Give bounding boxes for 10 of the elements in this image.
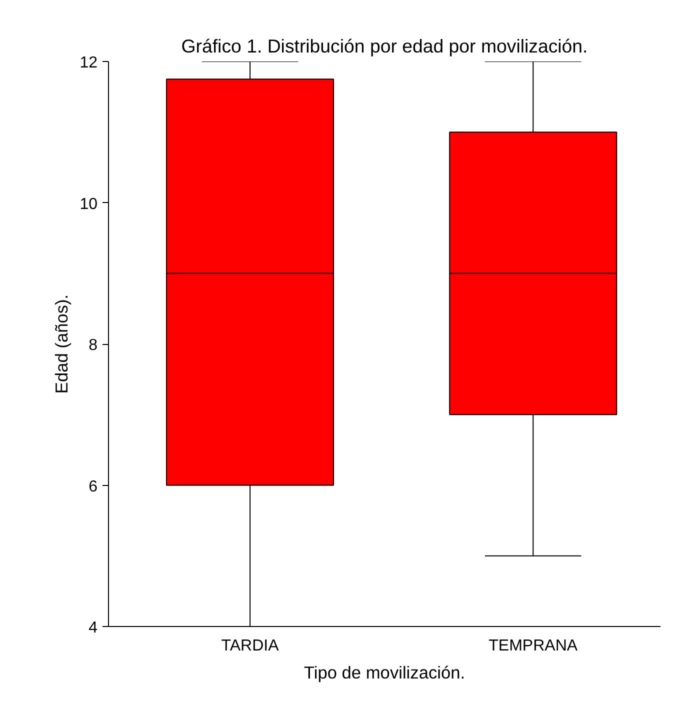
y-axis-title: Edad (años). — [52, 294, 72, 394]
x-tick-label: TARDIA — [221, 638, 280, 654]
y-tick-label: 4 — [88, 620, 98, 636]
x-tick-label: TEMPRANA — [488, 638, 578, 654]
y-tick-label: 6 — [88, 478, 98, 496]
y-tick-label: 12 — [80, 54, 98, 72]
x-axis-title: Tipo de movilización. — [304, 662, 466, 682]
y-tick-label: 8 — [88, 337, 98, 354]
y-tick-label: 10 — [80, 196, 98, 213]
chart-title: Gráfico 1. Distribución por edad por movilización. — [181, 36, 588, 56]
